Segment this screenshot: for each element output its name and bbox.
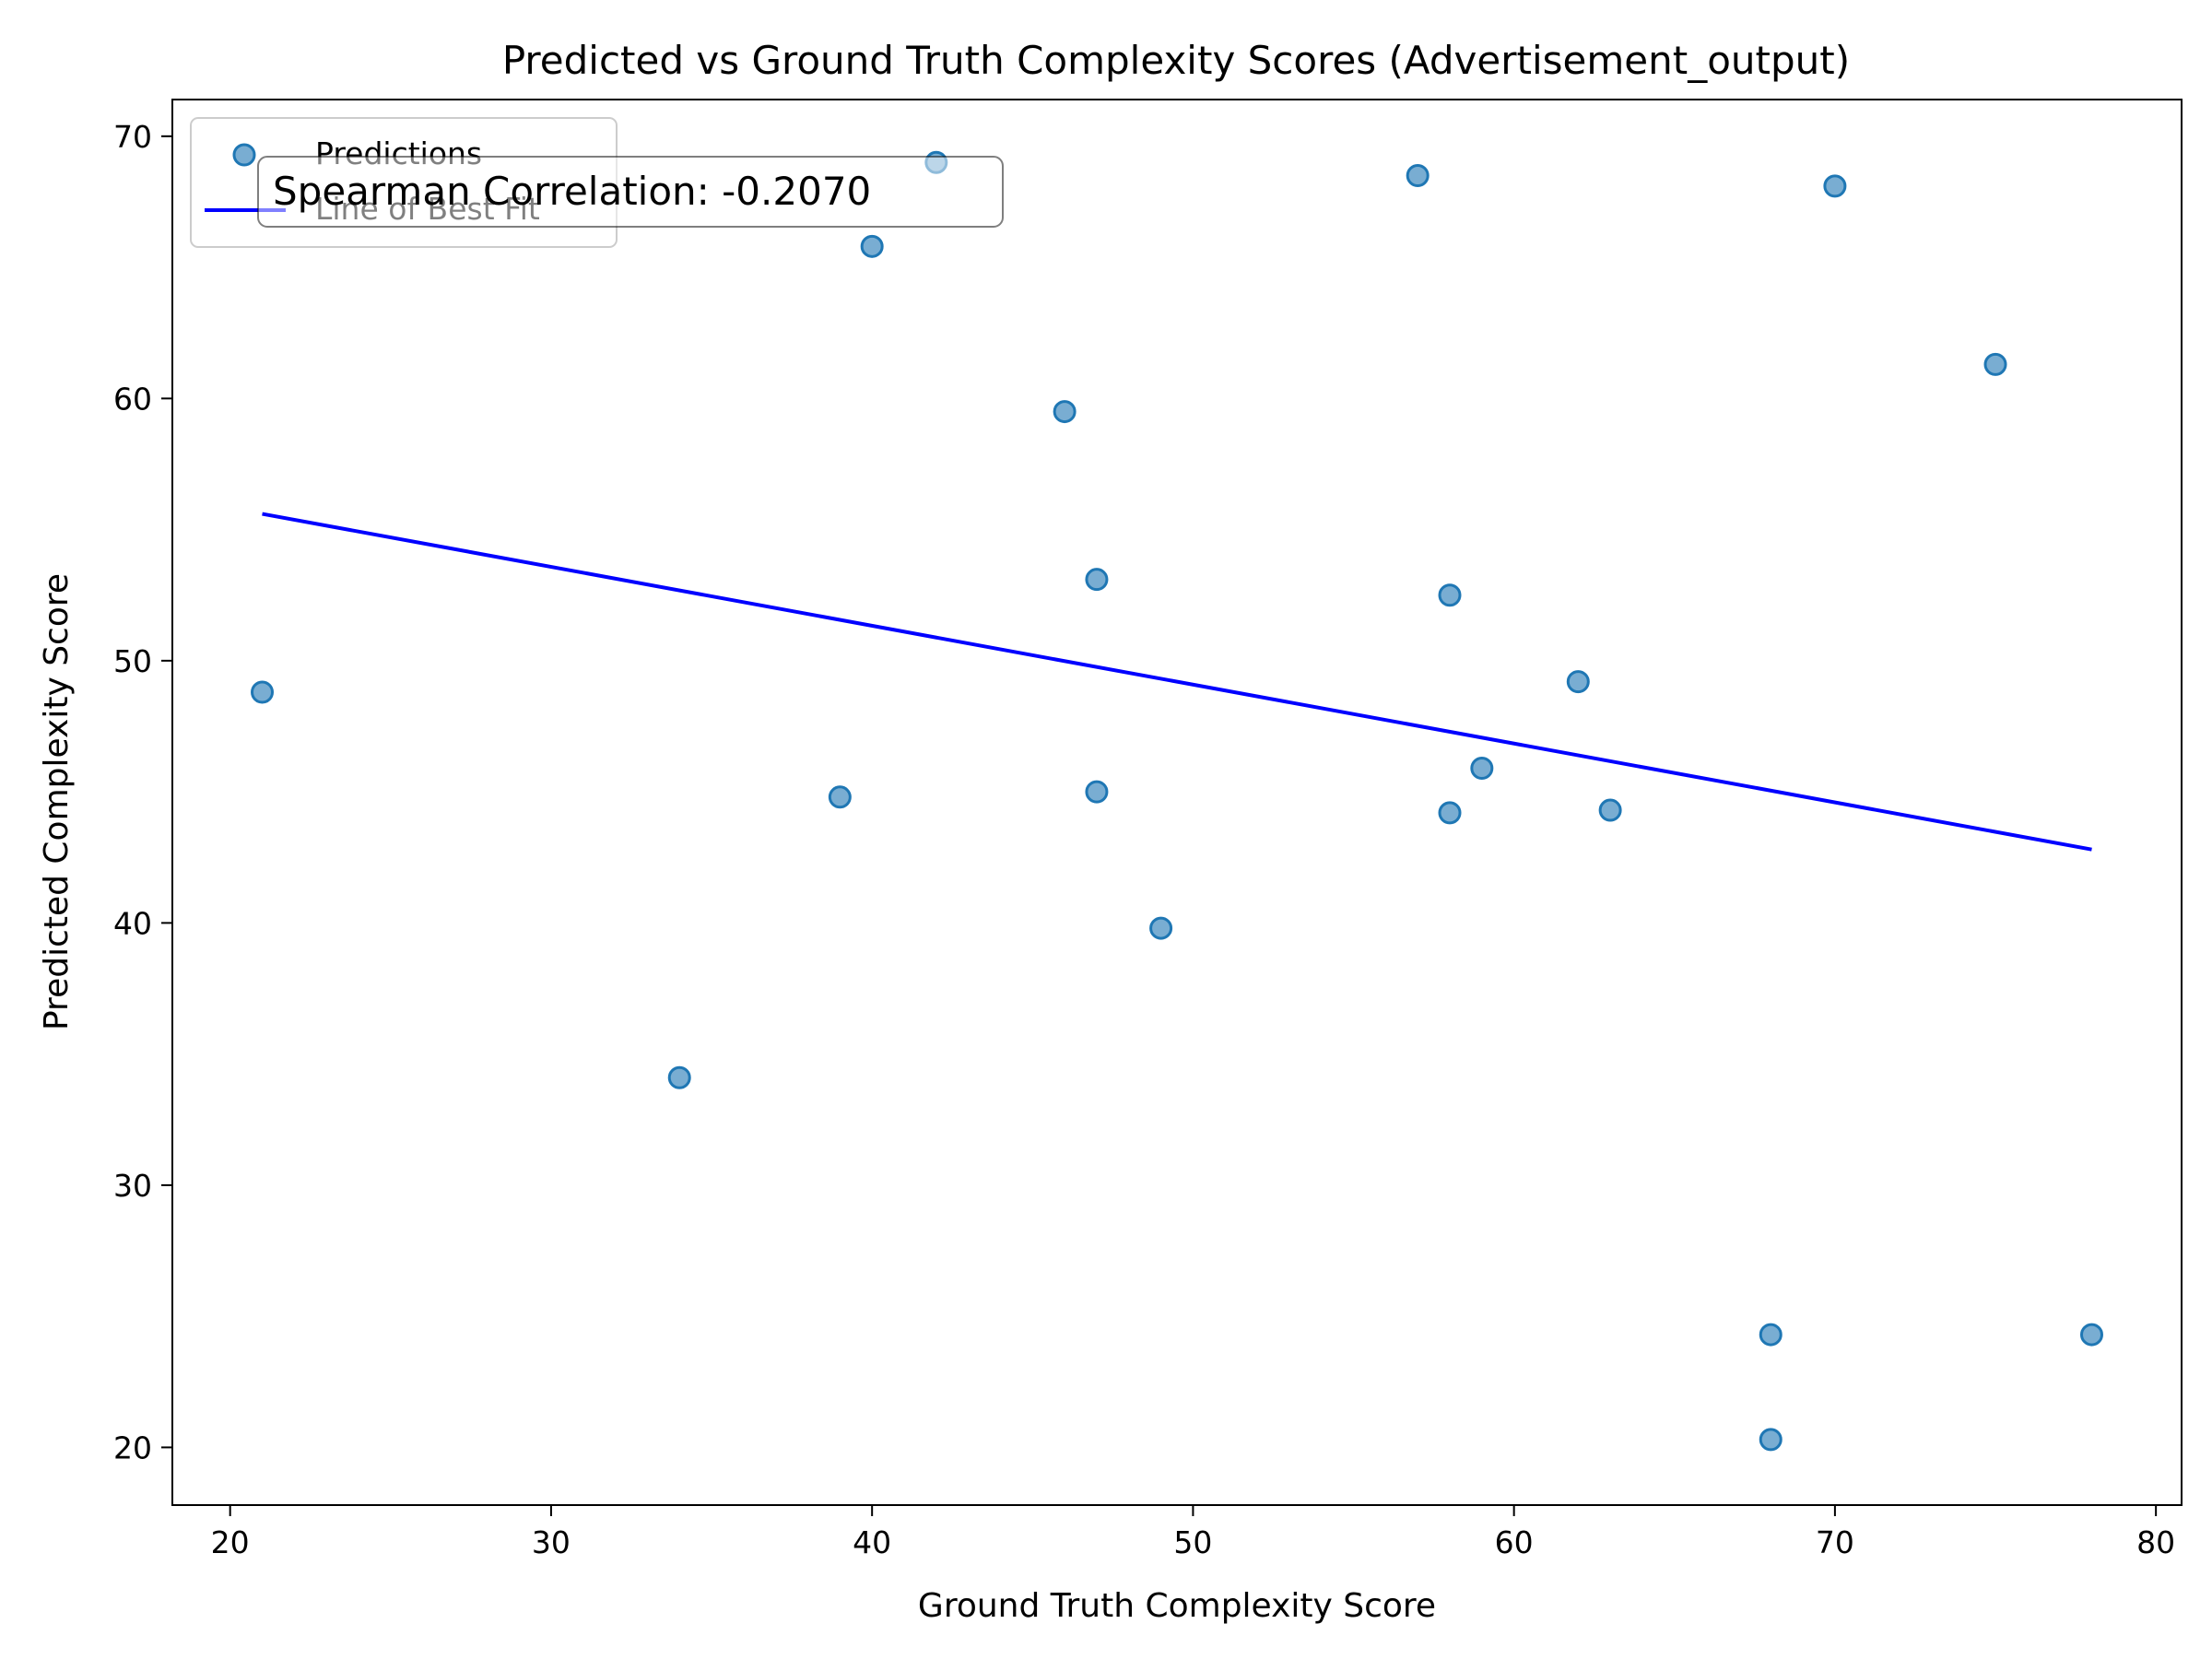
x-tick-label: 80 [2136, 1524, 2175, 1560]
data-point [667, 1065, 691, 1089]
data-point [1470, 757, 1494, 781]
line-of-best-fit [262, 512, 2092, 852]
x-axis-label: Ground Truth Complexity Score [918, 1587, 1436, 1625]
data-point [1759, 1428, 1783, 1452]
y-tick-label: 20 [113, 1430, 152, 1465]
y-tick-label: 30 [113, 1168, 152, 1204]
data-point [251, 680, 275, 704]
annotation-box [257, 156, 1004, 228]
x-axis: 20 30 40 50 60 70 80 [211, 1505, 2175, 1560]
data-point [1085, 568, 1109, 592]
data-point [1438, 801, 1462, 825]
y-axis: 20 30 40 50 60 70 [113, 119, 172, 1465]
y-tick-label: 70 [113, 119, 152, 155]
plot-frame [171, 99, 2183, 1506]
x-tick-label: 50 [1173, 1524, 1212, 1560]
legend-predictions-marker [232, 143, 256, 167]
x-tick-label: 20 [211, 1524, 250, 1560]
x-tick-label: 40 [853, 1524, 891, 1560]
data-point [1566, 670, 1590, 694]
spearman-annotation: Spearman Correlation: -0.2070 [257, 156, 1004, 228]
data-point [860, 234, 884, 258]
y-tick-label: 60 [113, 381, 152, 417]
data-point [1053, 400, 1077, 424]
data-point [1085, 780, 1109, 804]
data-point [1438, 583, 1462, 607]
x-tick-label: 70 [1816, 1524, 1854, 1560]
y-axis-label: Predicted Complexity Score [38, 573, 76, 1030]
data-point [1759, 1323, 1783, 1347]
x-tick-label: 60 [1495, 1524, 1534, 1560]
data-point [1149, 916, 1173, 940]
data-point [2079, 1323, 2103, 1347]
y-tick-label: 50 [113, 643, 152, 679]
x-tick-label: 30 [532, 1524, 571, 1560]
data-point [1598, 798, 1622, 822]
points-layer [251, 150, 2103, 1452]
plot-background [172, 100, 2182, 1505]
data-point [1983, 352, 2007, 376]
data-point [1823, 174, 1847, 198]
chart-title: Predicted vs Ground Truth Complexity Sco… [502, 38, 1850, 83]
spearman-correlation-text: Spearman Correlation: -0.2070 [273, 169, 871, 214]
y-tick-label: 40 [113, 905, 152, 941]
data-point [1406, 164, 1430, 188]
plot-area [171, 99, 2183, 1506]
fit-line-layer [262, 512, 2092, 852]
data-point [828, 785, 852, 809]
